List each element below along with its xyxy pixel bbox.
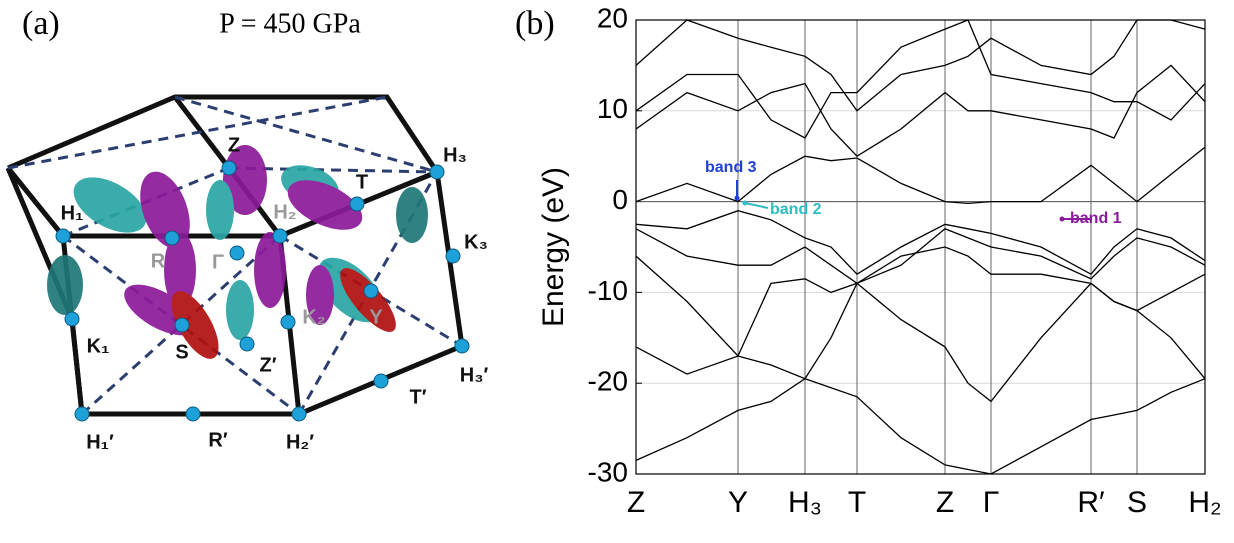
- bz-point-label: H₁′: [86, 431, 114, 453]
- bz-point: [280, 314, 296, 330]
- y-axis-label: Energy (eV): [537, 167, 570, 327]
- annotation-arrowhead: [734, 195, 740, 201]
- bz-point-label: T′: [409, 386, 426, 408]
- bz-point: [445, 248, 461, 264]
- annotation-arrowhead: [742, 200, 748, 206]
- x-tick-label: R′: [1077, 486, 1105, 519]
- panel-label: (b): [515, 5, 555, 42]
- y-tick-label: 0: [612, 184, 628, 215]
- bz-point: [55, 228, 71, 244]
- bz-point-label: H₁: [61, 202, 84, 224]
- bz-point: [174, 317, 190, 333]
- annotation: band 1: [1070, 210, 1122, 227]
- bz-point: [74, 406, 90, 422]
- x-tick-label: Z: [936, 486, 954, 519]
- bz-point: [291, 406, 307, 422]
- x-tick-label: T: [848, 486, 866, 519]
- bz-point: [373, 373, 389, 389]
- x-tick-label: Z: [627, 486, 645, 519]
- bz-point: [164, 230, 180, 246]
- annotation-arrowhead: [1059, 216, 1065, 222]
- panel-label: (a): [22, 5, 60, 42]
- y-tick-label: 10: [597, 93, 628, 124]
- band-line: [635, 19, 1206, 112]
- band-line: [635, 246, 1206, 358]
- bz-point-label: R′: [208, 429, 227, 451]
- bz-point-label: Z′: [259, 354, 276, 376]
- y-tick-label: 20: [597, 2, 628, 33]
- x-tick-label: H₃: [788, 486, 822, 519]
- bz-point: [64, 311, 80, 327]
- bz-point-label: S: [175, 341, 188, 363]
- bz-point-label: Γ: [212, 251, 224, 273]
- bz-point: [272, 228, 288, 244]
- bz-point-label: H₂′: [286, 431, 314, 453]
- bz-point: [363, 283, 379, 299]
- fermi-surface: [47, 145, 428, 359]
- bz-point-label: H₃′: [460, 364, 489, 386]
- bz-point-label: H₂: [273, 201, 296, 223]
- bz-point: [229, 245, 245, 261]
- bz-point: [349, 196, 365, 212]
- bz-point: [429, 164, 445, 180]
- x-tick-label: S: [1127, 486, 1147, 519]
- annotation: band 3: [705, 159, 757, 176]
- x-tick-label: H₂: [1188, 486, 1221, 519]
- band-line: [635, 377, 1206, 475]
- band-line: [635, 228, 1206, 285]
- bz-point-label: T: [356, 171, 368, 193]
- bz-point-label: Z: [228, 134, 240, 156]
- bz-point: [185, 406, 201, 422]
- bz-point-label: R: [151, 250, 166, 272]
- bz-point: [239, 336, 255, 352]
- band-line: [635, 210, 1206, 276]
- bz-point: [221, 160, 237, 176]
- annotation-arrow: [744, 202, 769, 209]
- y-tick-label: -30: [588, 456, 628, 487]
- bz-point-label: Y: [369, 306, 383, 328]
- annotation: band 2: [770, 201, 822, 218]
- bz-point-label: K₁: [87, 335, 110, 357]
- x-tick-label: Γ: [983, 486, 1000, 519]
- band-line: [635, 19, 1206, 139]
- bz-point: [454, 338, 470, 354]
- band-line: [635, 64, 1206, 158]
- band-line: [635, 146, 1206, 205]
- bz-point-label: K₂: [302, 306, 325, 328]
- y-tick-label: -10: [588, 275, 628, 306]
- x-tick-label: Y: [728, 486, 748, 519]
- panel-title: P = 450 GPa: [219, 8, 361, 39]
- bz-point-label: K₃: [464, 231, 488, 253]
- bz-point-label: H₃: [443, 144, 467, 166]
- plot-frame: [635, 19, 1206, 475]
- y-tick-label: -20: [588, 366, 628, 397]
